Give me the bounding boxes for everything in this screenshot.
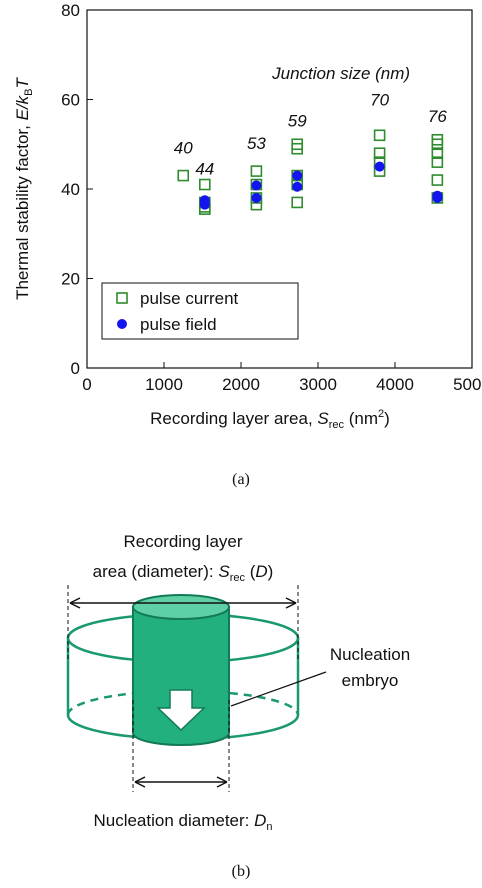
label-part: 2 xyxy=(378,408,384,420)
label-part: D xyxy=(254,811,266,830)
label-part: ) xyxy=(268,562,274,581)
label-part: Thermal stability factor, xyxy=(13,120,32,300)
x-tick-label: 0 xyxy=(82,375,91,394)
x-tick-label: 3000 xyxy=(299,375,337,394)
legend-box xyxy=(101,282,299,340)
x-axis-label: Recording layer area, Srec (nm2) xyxy=(150,408,390,431)
junction-label: 40 xyxy=(174,139,193,158)
y-axis-label: Thermal stability factor, E/kBT xyxy=(13,76,35,299)
data-point xyxy=(251,192,262,203)
caption: (b) xyxy=(232,863,251,880)
label-part: Nucleation diameter: xyxy=(93,811,254,830)
y-tick-label: 0 xyxy=(71,359,80,378)
x-tick-label: 1000 xyxy=(145,375,183,394)
label-part: area (diameter): xyxy=(93,562,219,581)
data-point xyxy=(199,178,211,191)
y-tick-label: 80 xyxy=(61,1,80,20)
data-point xyxy=(373,147,386,159)
embryo-label: embryo xyxy=(342,671,399,690)
label-part: S xyxy=(317,409,329,428)
junction-label: 53 xyxy=(247,134,266,153)
dimension-arrowheads xyxy=(134,776,228,788)
label-part: ) xyxy=(384,409,390,428)
data-point xyxy=(116,292,128,304)
embryo-label: Nucleation xyxy=(330,645,410,664)
junction-label: 44 xyxy=(195,160,214,179)
caption: (a) xyxy=(232,471,250,488)
label-part: rec xyxy=(230,572,246,584)
label-part: S xyxy=(218,562,230,581)
data-point xyxy=(250,165,263,177)
data-point xyxy=(251,180,262,191)
x-tick-label: 2000 xyxy=(222,375,260,394)
data-point xyxy=(199,199,210,210)
label-part: E/k xyxy=(13,94,32,120)
x-tick-label: 5000 xyxy=(453,375,482,394)
label-part: B xyxy=(23,88,35,95)
legend-label: pulse current xyxy=(140,289,239,308)
data-point xyxy=(177,169,190,182)
data-point xyxy=(432,192,443,203)
label-part: T xyxy=(13,76,32,88)
y-tick-label: 40 xyxy=(61,180,80,199)
data-point xyxy=(431,147,444,159)
data-point xyxy=(291,142,304,155)
data-point xyxy=(431,174,444,186)
data-point xyxy=(292,181,303,192)
label-part: rec xyxy=(329,419,345,431)
y-tick-label: 60 xyxy=(61,91,80,110)
data-point xyxy=(373,129,386,142)
top-label: area (diameter): Srec (D) xyxy=(93,562,274,584)
label-part: n xyxy=(266,821,272,833)
data-point xyxy=(374,161,385,172)
label-part: Recording layer area, xyxy=(150,409,317,428)
embryo-body xyxy=(132,606,230,746)
diagram: Recording layer area (diameter): Srec (D… xyxy=(66,532,410,833)
top-label: Recording layer xyxy=(123,532,242,551)
legend-label: pulse field xyxy=(140,315,217,334)
down-arrow xyxy=(156,689,206,732)
embryo-top xyxy=(132,594,230,620)
chart: 0 20 40 60 80 0 1000 2000 3000 4000 5000 Thermal st… xyxy=(13,1,482,431)
junction-label: 70 xyxy=(370,90,389,109)
label-part: (nm xyxy=(344,409,378,428)
data-point xyxy=(291,196,304,209)
data-point xyxy=(431,138,444,151)
junction-label: 59 xyxy=(288,111,307,130)
leader-line xyxy=(230,671,327,707)
junction-label: 76 xyxy=(428,107,447,126)
data-point xyxy=(292,170,303,181)
annotation: Junction size (nm) xyxy=(271,64,410,83)
y-tick-label: 20 xyxy=(61,270,80,289)
data-point xyxy=(117,319,127,329)
bottom-label: Nucleation diameter: Dn xyxy=(93,811,272,833)
cylinder-back-edge xyxy=(66,689,300,716)
label-part: ( xyxy=(245,562,256,581)
dimension-arrowheads xyxy=(69,597,297,609)
x-tick-label: 4000 xyxy=(376,375,414,394)
data-point xyxy=(431,156,444,168)
label-part: D xyxy=(255,562,267,581)
